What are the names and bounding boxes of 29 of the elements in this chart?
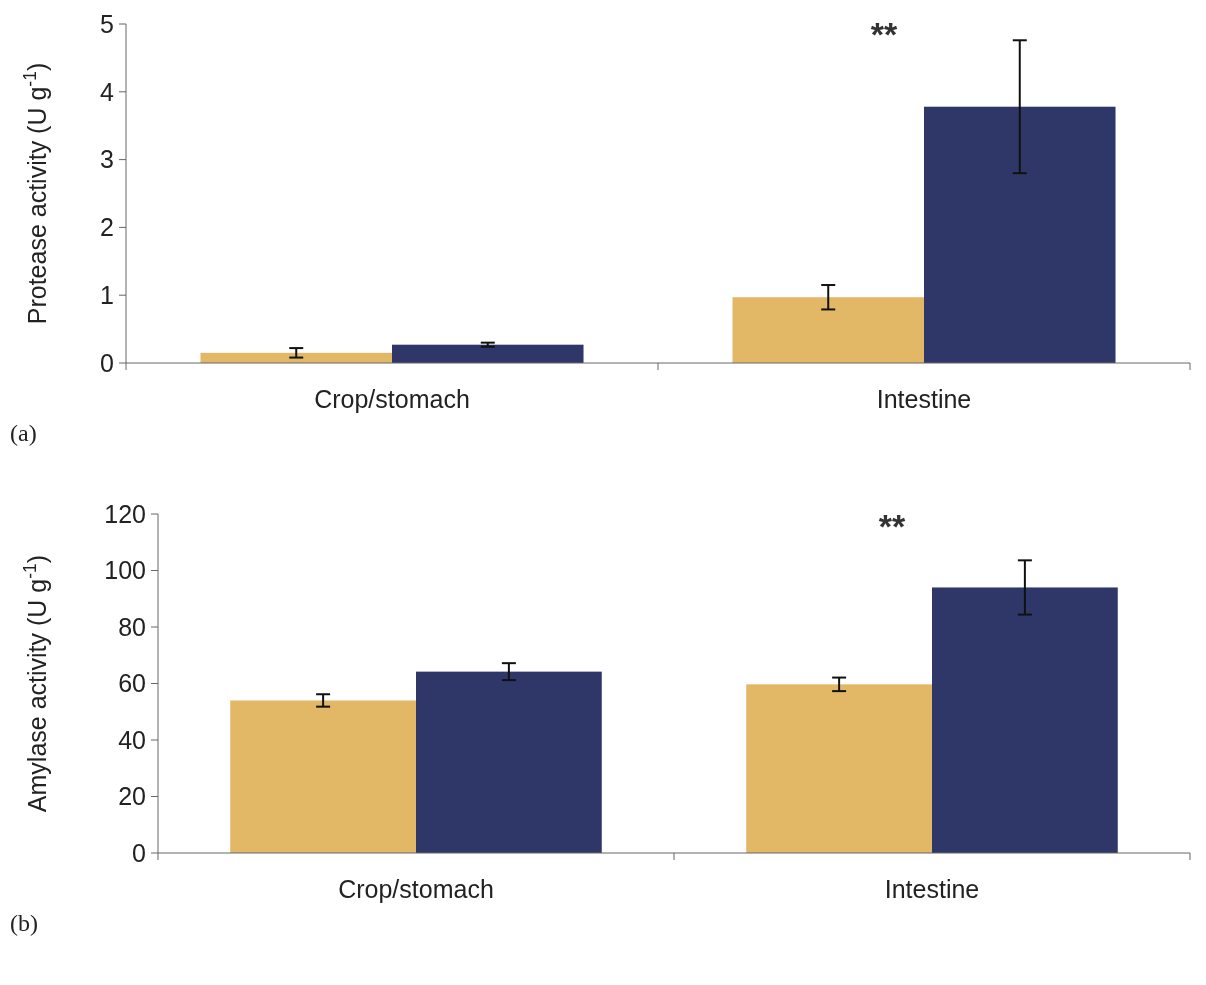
y-tick-label: 0 (100, 348, 114, 377)
x-tick-label: Crop/stomach (338, 875, 494, 903)
bar (230, 700, 416, 853)
y-tick-label: 20 (118, 782, 146, 811)
y-tick-label: 120 (104, 499, 146, 528)
y-tick-label: 3 (100, 145, 114, 174)
x-tick-label: Intestine (876, 385, 972, 413)
bar (392, 344, 584, 363)
annotation: ** (878, 507, 906, 546)
bar (932, 587, 1118, 853)
text: (a) (10, 420, 37, 446)
bar (732, 297, 924, 363)
annotation: ** (870, 15, 898, 53)
text: (b) (10, 910, 38, 936)
y-tick-label: 0 (132, 838, 146, 867)
x-tick-label: Crop/stomach (314, 385, 470, 413)
bar (200, 352, 392, 363)
y-tick-label: 80 (118, 612, 146, 641)
y-tick-label: 4 (100, 77, 115, 106)
bar (746, 684, 932, 853)
y-tick-label: 5 (100, 9, 114, 38)
bar (416, 671, 602, 853)
y-tick-label: 100 (104, 556, 146, 585)
y-tick-label: 40 (118, 725, 146, 754)
y-tick-label: 2 (100, 213, 114, 242)
y-tick-label: 60 (118, 669, 146, 698)
x-tick-label: Intestine (884, 875, 980, 903)
bar (924, 106, 1116, 363)
y-tick-label: 1 (100, 280, 114, 309)
